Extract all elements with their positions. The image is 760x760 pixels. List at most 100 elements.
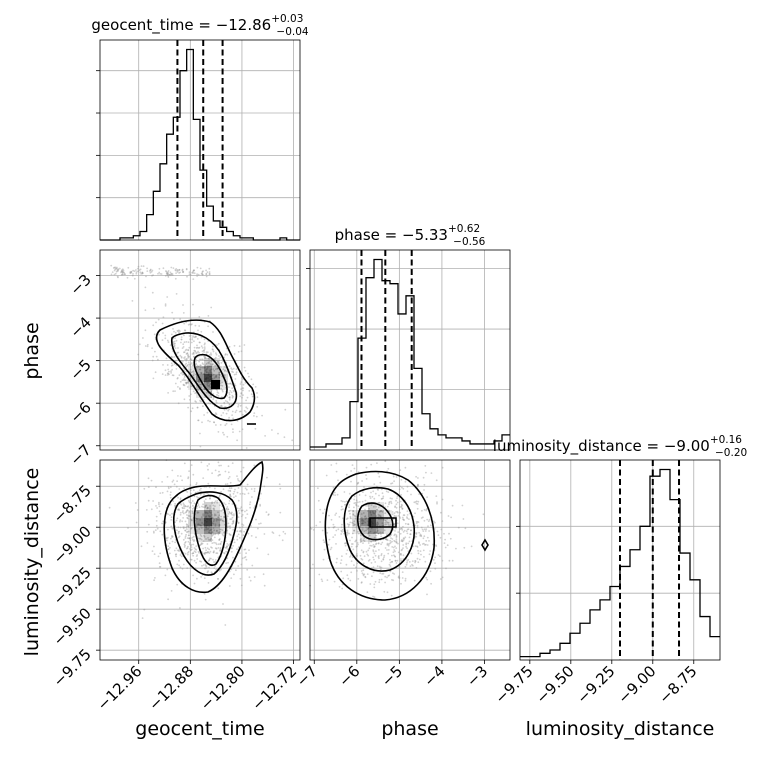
- sample-point: [207, 419, 210, 422]
- sample-point: [399, 511, 401, 514]
- sample-point: [434, 562, 436, 564]
- sample-point: [200, 336, 203, 339]
- sample-point: [374, 580, 377, 583]
- sample-point: [400, 478, 403, 481]
- sample-point: [415, 520, 418, 523]
- sample-point: [179, 318, 182, 320]
- sample-point: [321, 580, 324, 583]
- sample-point: [226, 370, 228, 373]
- contour-inner-band: [369, 517, 397, 528]
- x-tick-label: −12.96: [94, 662, 146, 714]
- sample-point: [372, 595, 374, 598]
- sample-point: [352, 524, 355, 527]
- sample-point: [213, 561, 215, 563]
- sample-point: [439, 536, 442, 539]
- panel-frame: [309, 249, 511, 451]
- sample-point: [226, 557, 229, 559]
- sample-point: [230, 495, 232, 498]
- sample-point: [205, 351, 208, 354]
- sample-point: [216, 368, 219, 370]
- sample-point: [116, 266, 118, 269]
- sample-point: [201, 271, 204, 273]
- sample-point: [391, 579, 393, 581]
- sample-point: [215, 375, 218, 377]
- sample-point: [416, 484, 419, 487]
- sample-point: [194, 551, 197, 554]
- sample-point: [355, 554, 358, 557]
- sample-point: [191, 371, 194, 373]
- sample-point: [156, 507, 159, 509]
- sample-point: [382, 558, 385, 561]
- sample-point: [361, 558, 364, 561]
- sample-point: [200, 330, 203, 333]
- sample-point: [375, 508, 378, 511]
- sample-point: [238, 530, 241, 533]
- sample-point: [174, 337, 177, 339]
- density-cell: [384, 526, 392, 534]
- sample-point: [218, 374, 221, 377]
- sample-point: [350, 480, 352, 483]
- sample-point: [185, 365, 188, 368]
- sample-point: [228, 487, 231, 490]
- sample-point: [203, 414, 206, 416]
- sample-point: [380, 498, 383, 500]
- sample-point: [400, 505, 403, 508]
- sample-point: [370, 562, 373, 564]
- sample-point: [187, 341, 190, 344]
- sample-point: [206, 528, 209, 531]
- sample-point: [386, 533, 388, 536]
- sample-point: [217, 461, 220, 464]
- sample-point: [182, 271, 185, 273]
- sample-point: [348, 510, 350, 513]
- sample-point: [181, 347, 184, 349]
- sample-point: [252, 383, 255, 386]
- sample-point: [177, 386, 179, 388]
- sample-point: [220, 510, 223, 512]
- sample-point: [217, 516, 220, 519]
- sample-point: [203, 500, 206, 503]
- sample-point: [171, 356, 174, 358]
- sample-point: [251, 496, 253, 498]
- sample-point: [203, 348, 206, 350]
- sample-point: [253, 490, 256, 493]
- sample-point: [230, 577, 233, 579]
- sample-point: [185, 359, 188, 362]
- sample-point: [401, 504, 403, 507]
- sample-point: [237, 351, 240, 353]
- sample-point: [408, 536, 411, 539]
- sample-point: [182, 517, 185, 519]
- sample-point: [160, 273, 163, 275]
- sample-point: [220, 414, 223, 417]
- sample-point: [234, 378, 237, 380]
- sample-point: [179, 607, 181, 609]
- sample-point: [244, 382, 247, 384]
- sample-point: [202, 547, 205, 550]
- sample-point: [212, 368, 215, 370]
- sample-point: [375, 534, 378, 537]
- sample-point: [164, 304, 167, 307]
- sample-point: [174, 347, 177, 349]
- sample-point: [346, 529, 349, 532]
- sample-point: [223, 502, 225, 504]
- sample-point: [203, 593, 206, 595]
- sample-point: [208, 362, 210, 365]
- sample-point: [394, 550, 396, 553]
- sample-point: [386, 539, 389, 542]
- sample-point: [405, 542, 408, 545]
- sample-point: [165, 537, 168, 540]
- sample-point: [232, 389, 235, 392]
- sample-point: [236, 548, 238, 551]
- sample-point: [149, 269, 152, 272]
- sample-point: [361, 518, 364, 521]
- sample-point: [353, 495, 356, 498]
- sample-point: [350, 554, 352, 557]
- sample-point: [250, 525, 252, 527]
- sample-point: [186, 352, 189, 355]
- sample-point: [206, 381, 209, 384]
- sample-point: [228, 404, 231, 406]
- sample-point: [169, 491, 172, 494]
- sample-point: [179, 387, 181, 390]
- sample-point: [179, 520, 181, 523]
- density-cell: [384, 510, 392, 518]
- sample-point: [228, 416, 231, 419]
